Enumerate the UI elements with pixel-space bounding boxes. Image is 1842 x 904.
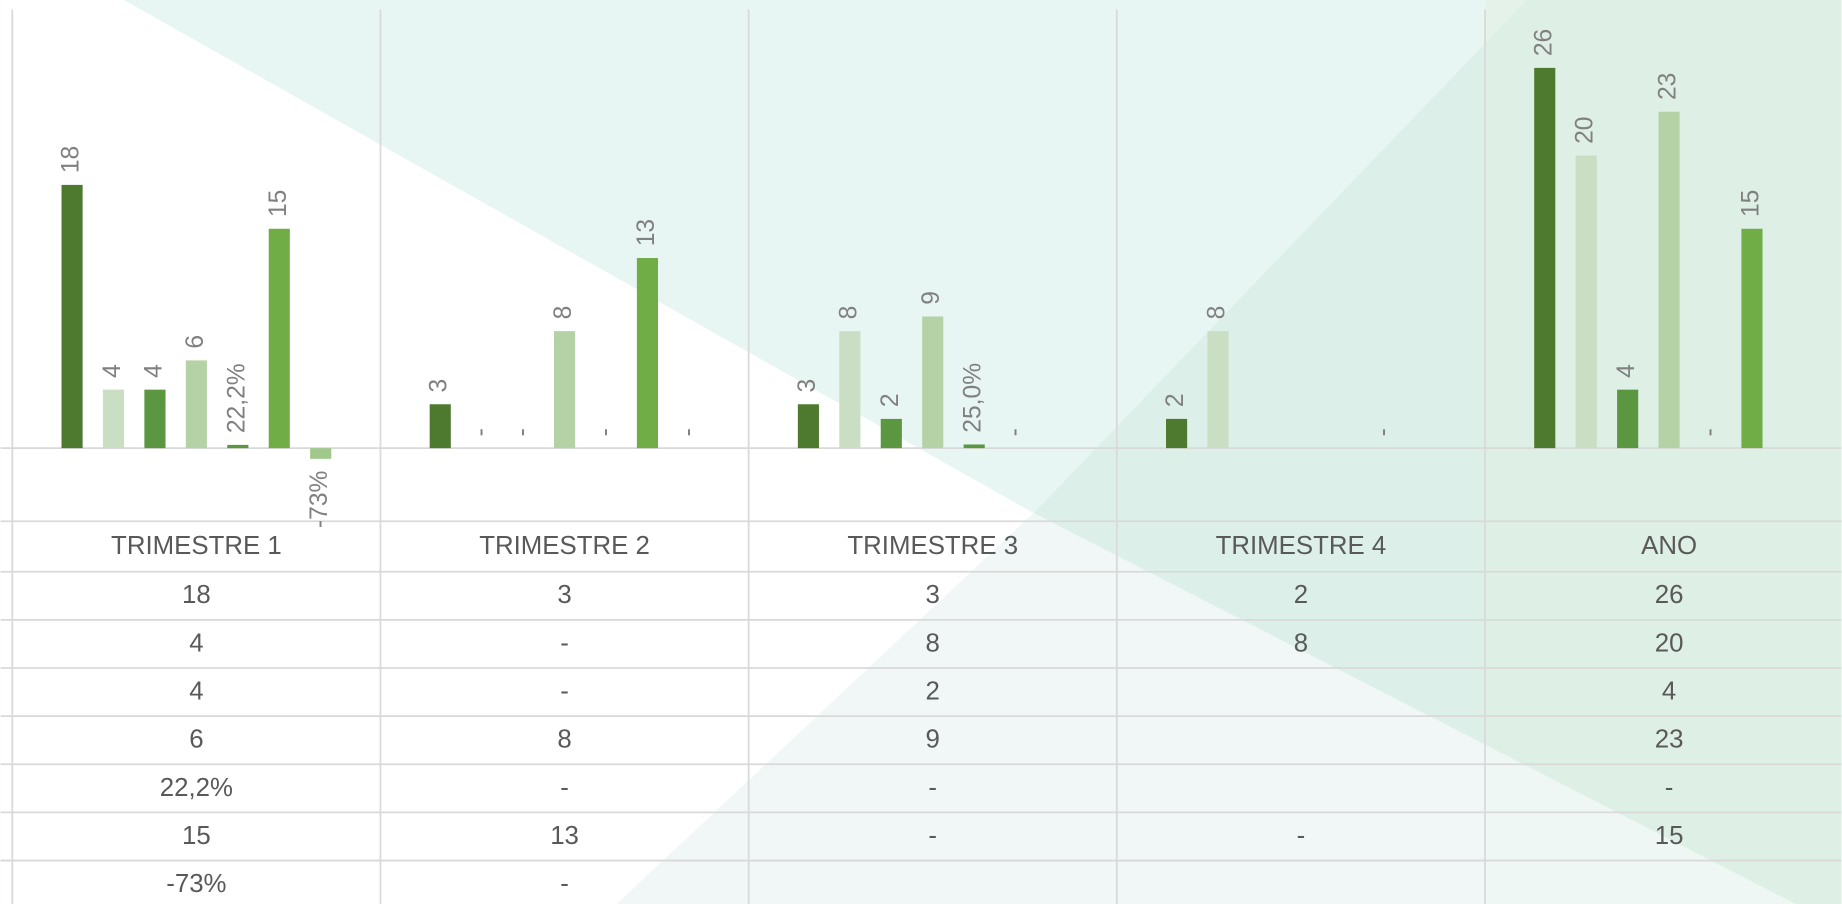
table-cell: - bbox=[928, 822, 937, 850]
bar bbox=[1741, 228, 1763, 449]
category-label: TRIMESTRE 4 bbox=[1216, 532, 1387, 560]
bar bbox=[310, 448, 332, 459]
bar bbox=[636, 258, 659, 449]
table-cell: 18 bbox=[182, 581, 211, 609]
bar bbox=[268, 228, 290, 449]
data-label: 22,2% bbox=[223, 363, 250, 433]
bar bbox=[1575, 155, 1597, 449]
bar bbox=[1207, 331, 1229, 449]
bar bbox=[839, 331, 861, 449]
table-cell: - bbox=[1297, 822, 1306, 850]
background-shape bbox=[1485, 0, 1842, 904]
table-cell: 2 bbox=[1294, 581, 1308, 609]
data-label: -73% bbox=[306, 470, 333, 528]
table-cell: 13 bbox=[550, 822, 579, 850]
table-cell: 8 bbox=[557, 726, 571, 754]
table-cell: 4 bbox=[1662, 678, 1676, 706]
table-cell: 4 bbox=[189, 678, 203, 706]
data-label: 3 bbox=[426, 379, 453, 393]
category-label: TRIMESTRE 1 bbox=[111, 532, 282, 560]
bar bbox=[922, 316, 944, 449]
bar bbox=[185, 360, 207, 449]
data-label: - bbox=[1001, 428, 1028, 436]
bar bbox=[553, 331, 576, 449]
data-label: 4 bbox=[140, 364, 167, 378]
data-label: 8 bbox=[550, 306, 577, 320]
table-cell: 8 bbox=[1294, 629, 1308, 657]
table-cell: - bbox=[560, 629, 569, 657]
bar bbox=[963, 444, 985, 449]
table-cell: 9 bbox=[926, 726, 940, 754]
table-cell: - bbox=[560, 870, 569, 898]
data-label: - bbox=[1369, 428, 1396, 436]
table-cell: 22,2% bbox=[160, 774, 233, 802]
table-cell: 4 bbox=[189, 629, 203, 657]
bar bbox=[1617, 389, 1639, 449]
table-cell: 3 bbox=[926, 581, 940, 609]
table-cell: 2 bbox=[926, 678, 940, 706]
table-cell: -73% bbox=[166, 870, 226, 898]
data-label: - bbox=[1696, 428, 1723, 436]
data-label: - bbox=[674, 428, 701, 436]
data-label: 9 bbox=[918, 291, 945, 305]
table-cell: - bbox=[928, 774, 937, 802]
table-cell: 3 bbox=[557, 581, 571, 609]
table-cell: 15 bbox=[1655, 822, 1684, 850]
table-cell: - bbox=[560, 678, 569, 706]
table-cell: 26 bbox=[1655, 581, 1684, 609]
bar bbox=[61, 184, 83, 449]
data-label: 2 bbox=[877, 393, 904, 407]
data-label: 23 bbox=[1655, 73, 1682, 100]
table-cell: - bbox=[1665, 774, 1674, 802]
category-label: TRIMESTRE 3 bbox=[847, 532, 1018, 560]
data-label: 8 bbox=[1204, 306, 1231, 320]
data-label: 3 bbox=[794, 379, 821, 393]
bar bbox=[1534, 67, 1556, 449]
data-label: - bbox=[592, 428, 619, 436]
bar bbox=[429, 404, 451, 449]
data-label: 4 bbox=[1613, 364, 1640, 378]
table-cell: 15 bbox=[182, 822, 211, 850]
bar bbox=[797, 404, 819, 449]
data-label: 2 bbox=[1162, 393, 1189, 407]
bar bbox=[880, 418, 902, 449]
data-label: 6 bbox=[182, 335, 209, 349]
table-cell: - bbox=[560, 774, 569, 802]
category-label: ANO bbox=[1641, 532, 1697, 560]
data-label: 20 bbox=[1572, 116, 1599, 143]
bar bbox=[1658, 111, 1680, 449]
background-shape bbox=[616, 513, 1796, 904]
data-label: 4 bbox=[99, 364, 126, 378]
data-label: 18 bbox=[58, 146, 85, 173]
data-label: 15 bbox=[265, 190, 292, 217]
data-label: 15 bbox=[1737, 190, 1764, 217]
table-cell: 6 bbox=[189, 726, 203, 754]
bar bbox=[1166, 418, 1188, 449]
bar bbox=[144, 389, 166, 449]
table-cell: 23 bbox=[1655, 726, 1684, 754]
bar bbox=[227, 444, 249, 449]
table-cell: 8 bbox=[926, 629, 940, 657]
bar bbox=[102, 389, 125, 449]
table-cell: 20 bbox=[1655, 629, 1684, 657]
background-shape bbox=[1033, 0, 1842, 904]
background-shape bbox=[0, 0, 1034, 904]
data-label: 25,0% bbox=[960, 363, 987, 433]
data-label: 26 bbox=[1530, 29, 1557, 56]
category-label: TRIMESTRE 2 bbox=[479, 532, 650, 560]
data-label: 13 bbox=[633, 219, 660, 246]
data-label: 8 bbox=[835, 306, 862, 320]
data-label: - bbox=[509, 428, 536, 436]
data-label: - bbox=[467, 428, 494, 436]
